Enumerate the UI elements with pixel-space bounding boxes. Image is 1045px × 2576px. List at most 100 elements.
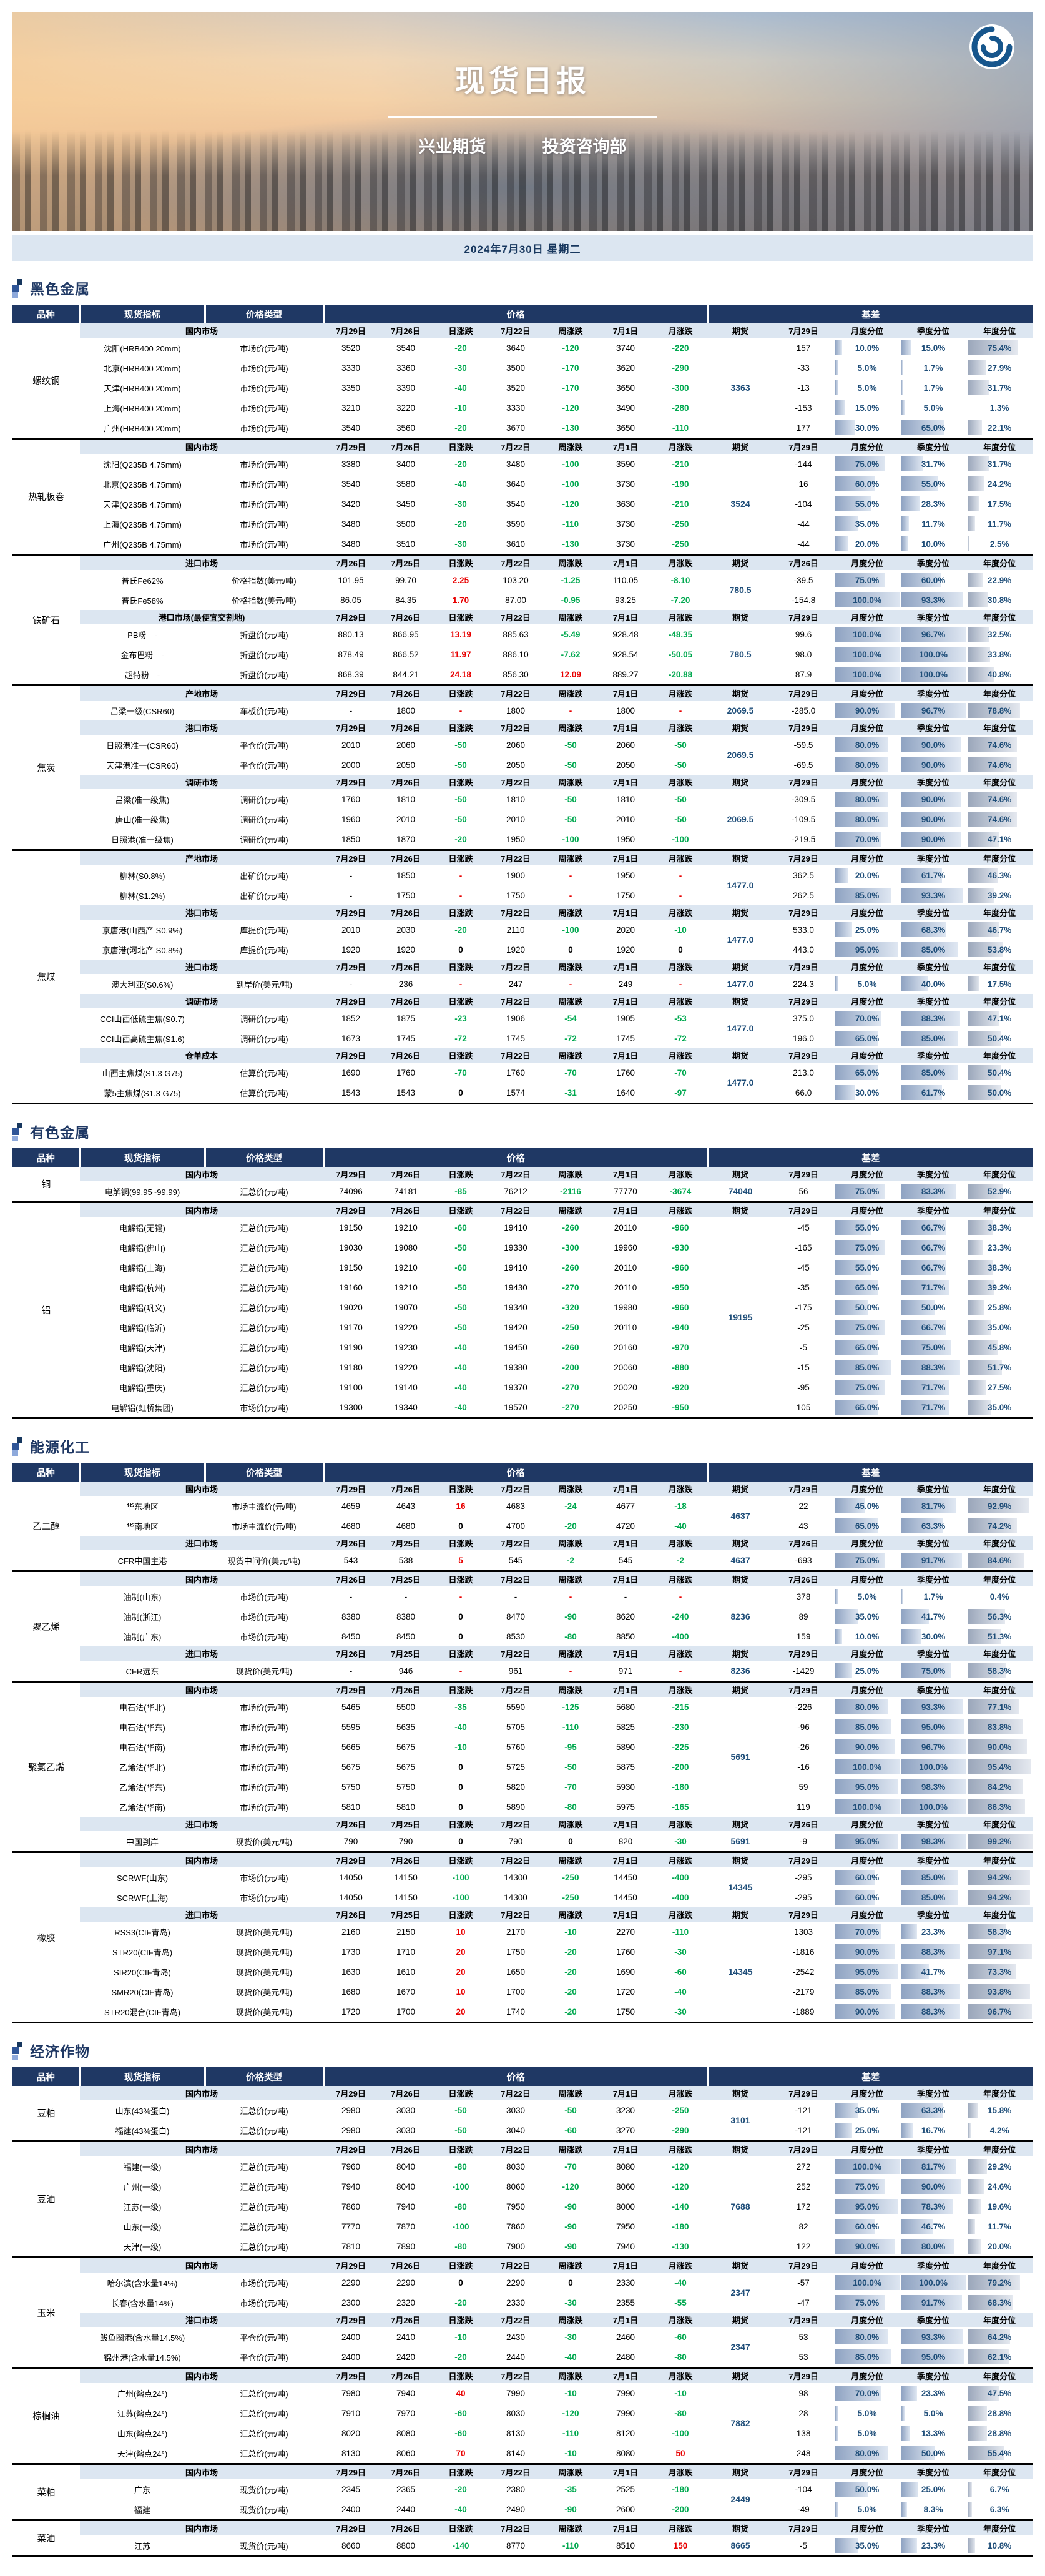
percentile-cell: 75.0% [900, 1337, 966, 1357]
indicator-cell: 福建 [80, 2499, 205, 2520]
date-col-header: 7月1日 [598, 1852, 653, 1868]
change-cell: - [653, 1661, 708, 1682]
price-cell: 2525 [598, 2479, 653, 2499]
change-cell: -120 [543, 2403, 598, 2423]
indicator-cell: 吕梁一级(CSR60) [80, 701, 205, 720]
indicator-cell: 长春(含水量14%) [80, 2293, 205, 2313]
price-type-cell: 汇总价(元/吨) [205, 1377, 323, 1397]
percentile-cell: 80.0% [834, 755, 900, 775]
price-cell: 19210 [378, 1257, 433, 1277]
date-col-header: 日涨跌 [433, 686, 488, 701]
price-cell: 7770 [323, 2216, 378, 2236]
change-cell: -170 [543, 358, 598, 378]
percentile-value: 90.0% [921, 835, 945, 844]
price-cell: 2010 [378, 809, 433, 829]
percentile-cell: 78.3% [900, 2196, 966, 2216]
price-cell: 856.30 [488, 664, 543, 686]
basis-date-header: 7月26日 [773, 1536, 834, 1550]
percentile-value: 55.0% [855, 499, 879, 509]
price-cell: 3500 [378, 514, 433, 534]
basis-cell: -104 [773, 494, 834, 514]
price-cell: 4643 [378, 1496, 433, 1516]
percentile-cell: 88.3% [900, 1357, 966, 1377]
price-type-cell: 现货中间价(美元/吨) [205, 1550, 323, 1571]
date-col-header: 日涨跌 [433, 720, 488, 735]
change-cell: -40 [433, 2499, 488, 2520]
price-cell: 86.05 [323, 590, 378, 610]
percentile-value: 35.0% [855, 2541, 879, 2550]
change-cell: -20 [543, 2002, 598, 2023]
percentile-value: 15.0% [855, 403, 879, 413]
price-cell: 2290 [378, 2273, 433, 2293]
price-cell: 1670 [378, 1982, 433, 2002]
price-cell: 19180 [323, 1357, 378, 1377]
percentile-bar [835, 1629, 842, 1644]
percentile-value: 93.3% [921, 1703, 945, 1712]
price-cell: 3730 [598, 514, 653, 534]
percentile-value: 77.1% [988, 1703, 1011, 1712]
percentile-value: 65.0% [855, 1283, 879, 1292]
percentile-col-header: 月度分位 [834, 960, 900, 974]
percentile-cell: 95.0% [834, 2196, 900, 2216]
percentile-bar [835, 420, 855, 435]
percentile-col-header: 季度分位 [900, 720, 966, 735]
price-cell: 5810 [378, 1797, 433, 1817]
change-cell: -80 [543, 1797, 598, 1817]
date-col-header: 7月25日 [378, 1571, 433, 1587]
change-cell: -50 [543, 755, 598, 775]
percentile-col-header: 月度分位 [834, 1048, 900, 1063]
change-cell: -120 [543, 2176, 598, 2196]
date-col-header: 周涨跌 [543, 1907, 598, 1922]
basis-cell: 272 [773, 2156, 834, 2176]
percentile-cell: 15.8% [966, 2100, 1033, 2120]
percentile-bar [968, 627, 989, 642]
price-cell: 866.52 [378, 644, 433, 664]
percentile-bar [835, 536, 848, 551]
change-cell: -30 [433, 494, 488, 514]
percentile-value: 63.3% [921, 1522, 945, 1531]
basis-cell: -49 [773, 2499, 834, 2520]
change-cell: -72 [433, 1028, 488, 1048]
percentile-value: 46.3% [988, 871, 1011, 880]
price-cell: 2365 [378, 2479, 433, 2499]
date-col-header: 日涨跌 [433, 850, 488, 866]
percentile-cell: 65.0% [834, 1063, 900, 1083]
basis-cell: -309.5 [773, 789, 834, 809]
date-col-header: 7月22日 [488, 1536, 543, 1550]
percentile-col-header: 月度分位 [834, 2520, 900, 2536]
percentile-value: 100.0% [919, 670, 948, 679]
price-cell: 93.25 [598, 590, 653, 610]
percentile-cell: 95.0% [834, 1962, 900, 1982]
price-cell: 2430 [488, 2327, 543, 2347]
percentile-value: 62.1% [988, 2352, 1011, 2362]
date-col-header: 7月22日 [488, 686, 543, 701]
percentile-cell: 75.0% [834, 1181, 900, 1202]
percentile-value: 50.4% [988, 1068, 1011, 1078]
percentile-col-header: 年度分位 [966, 1536, 1033, 1550]
bullet-square-icon [17, 279, 22, 285]
indicator-cell: 油制(山东) [80, 1586, 205, 1606]
change-cell: 150 [653, 2535, 708, 2557]
basis-date-header: 7月29日 [773, 2258, 834, 2273]
change-cell: -260 [543, 1257, 598, 1277]
futures-cell: 3363 [708, 338, 773, 439]
date-col-header: 7月29日 [323, 850, 378, 866]
indicator-cell: SIR20(CIF青岛) [80, 1962, 205, 1982]
percentile-cell: 1.7% [900, 378, 966, 398]
futures-cell: 4637 [708, 1550, 773, 1571]
price-cell: 2290 [323, 2273, 378, 2293]
price-cell: 5825 [598, 1717, 653, 1737]
price-type-cell: 出矿价(元/吨) [205, 865, 323, 885]
bullet-square-icon [12, 285, 19, 292]
date-col-header: 月涨跌 [653, 720, 708, 735]
percentile-cell: 75.0% [834, 2176, 900, 2196]
variety-label: 菜粕 [12, 2464, 80, 2520]
date-col-header: 7月1日 [598, 2258, 653, 2273]
basis-cell: 177 [773, 418, 834, 439]
percentile-cell: 50.0% [834, 2479, 900, 2499]
percentile-value: 6.7% [990, 2485, 1009, 2494]
date-col-header: 周涨跌 [543, 1048, 598, 1063]
